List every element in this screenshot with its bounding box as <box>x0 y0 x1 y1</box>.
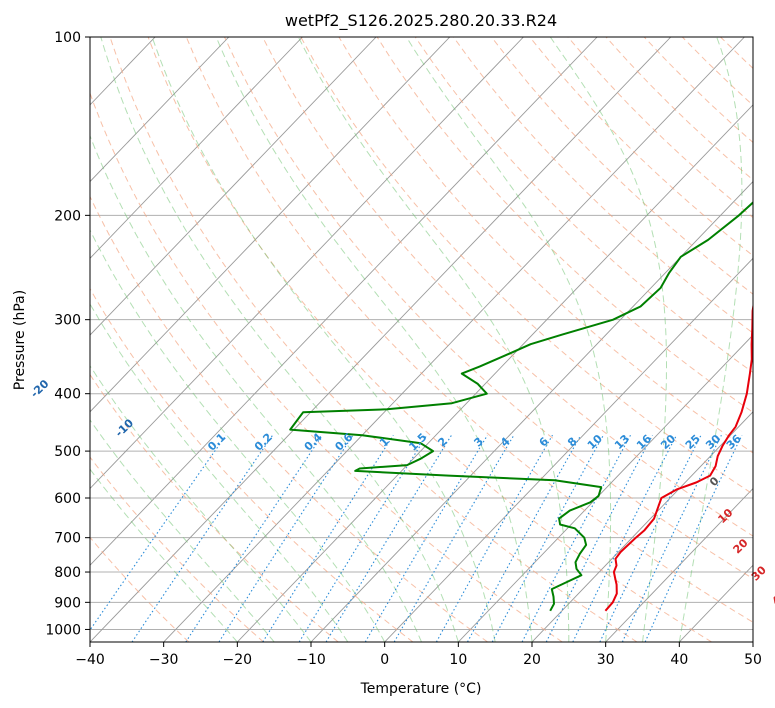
dry-adiabat-line <box>491 37 753 295</box>
moist-adiabat-line <box>90 134 422 642</box>
dry-adiabat-line <box>90 91 563 642</box>
isotherm-line <box>90 37 524 490</box>
y-tick-label: 300 <box>54 313 81 329</box>
mixing-ratio-line <box>521 434 631 642</box>
y-tick-label: 800 <box>54 565 81 581</box>
plot-area <box>90 37 753 642</box>
y-tick-label: 400 <box>54 387 81 403</box>
moist-adiabat-line <box>151 37 496 642</box>
isotherm-line <box>531 411 753 642</box>
plot-frame <box>89 36 754 643</box>
mixing-ratio-line <box>262 434 394 642</box>
dry-adiabats <box>90 37 753 642</box>
dry-adiabat-line <box>452 37 753 334</box>
x-axis-label: Temperature (°C) <box>360 681 482 697</box>
isotherm-line <box>90 37 598 566</box>
isotherm-line <box>90 37 230 183</box>
moist-adiabat-line <box>90 229 386 642</box>
isotherm-line <box>90 37 377 336</box>
moist-adiabat-line <box>90 364 312 642</box>
moist-adiabat-line <box>90 419 275 642</box>
dry-adiabat-line <box>414 37 753 374</box>
isotherm-line <box>605 487 753 642</box>
temperature-profile-line <box>604 301 753 612</box>
dewpoint-profile-line <box>289 201 753 612</box>
x-tick-label: 20 <box>523 652 541 668</box>
mixing-ratio-line <box>90 434 227 632</box>
isotherm-line <box>90 37 303 259</box>
y-tick-label: 900 <box>54 595 81 611</box>
mixing-ratio-line <box>393 434 515 642</box>
mixing-ratio-line <box>467 434 582 642</box>
y-axis-ticks: 100 200 300 400 500 600 700 800 900 1000 <box>45 30 90 638</box>
moist-adiabat-line <box>297 37 570 642</box>
dry-adiabat-line <box>376 37 753 413</box>
moist-adiabat-line <box>215 37 533 642</box>
x-tick-label: 10 <box>449 652 467 668</box>
x-tick-label: −30 <box>149 652 179 668</box>
y-axis-label: Pressure (hPa) <box>12 290 28 390</box>
mixing-ratio-line <box>545 434 653 642</box>
isotherm-line <box>384 257 753 642</box>
moist-adiabat-line <box>405 37 612 642</box>
x-tick-label: 30 <box>597 652 615 668</box>
y-tick-label: 500 <box>54 444 81 460</box>
mixing-ratio-line <box>298 434 428 642</box>
chart-title: wetPf2_S126.2025.280.20.33.R24 <box>285 11 557 31</box>
x-tick-label: 40 <box>670 652 688 668</box>
mixing-ratio-line <box>491 434 604 642</box>
moist-adiabat-line <box>90 468 238 642</box>
mixing-ratio-line <box>131 434 274 642</box>
isotherm-line <box>237 104 753 642</box>
x-tick-label: 50 <box>744 652 762 668</box>
mixing-ratio-line <box>218 434 354 642</box>
moist-adiabats <box>90 37 743 642</box>
dry-adiabat-line <box>90 287 414 642</box>
moist-adiabat-line <box>100 37 459 642</box>
dry-adiabat-line <box>147 37 712 642</box>
x-tick-label: −10 <box>296 652 326 668</box>
mixing-ratio-line <box>435 434 553 642</box>
y-tick-label: 600 <box>54 491 81 507</box>
mixing-ratio-line <box>572 434 677 642</box>
y-tick-label: 1000 <box>45 622 81 638</box>
moist-adiabat-label: 40 <box>769 588 775 608</box>
moist-adiabat-line <box>90 303 349 642</box>
sounding-profiles <box>289 201 753 612</box>
y-tick-label: 200 <box>54 208 81 224</box>
isotherm-line <box>458 334 753 642</box>
x-tick-label: −20 <box>223 652 253 668</box>
y-tick-label: 100 <box>54 30 81 46</box>
isotherm-line <box>163 37 745 642</box>
moist-adiabat-line <box>549 37 667 642</box>
dry-adiabat-line <box>109 37 638 642</box>
y-tick-label: 700 <box>54 531 81 547</box>
x-tick-label: −40 <box>75 652 105 668</box>
mixing-ratio-lines <box>90 434 743 642</box>
mixing-ratio-line <box>364 434 488 642</box>
x-axis-ticks: −40 −30 −20 −10 0 10 20 30 40 50 <box>75 642 762 668</box>
x-tick-label: 0 <box>380 652 389 668</box>
mixing-ratio-line <box>599 434 702 642</box>
dry-adiabat-line <box>90 456 264 642</box>
dry-adiabat-line <box>90 195 488 642</box>
moist-adiabat-line <box>678 37 743 642</box>
pressure-gridlines <box>90 37 753 630</box>
isotherm-line <box>90 37 451 413</box>
mixing-ratio-line <box>325 434 452 642</box>
dry-adiabat-line <box>185 37 753 623</box>
